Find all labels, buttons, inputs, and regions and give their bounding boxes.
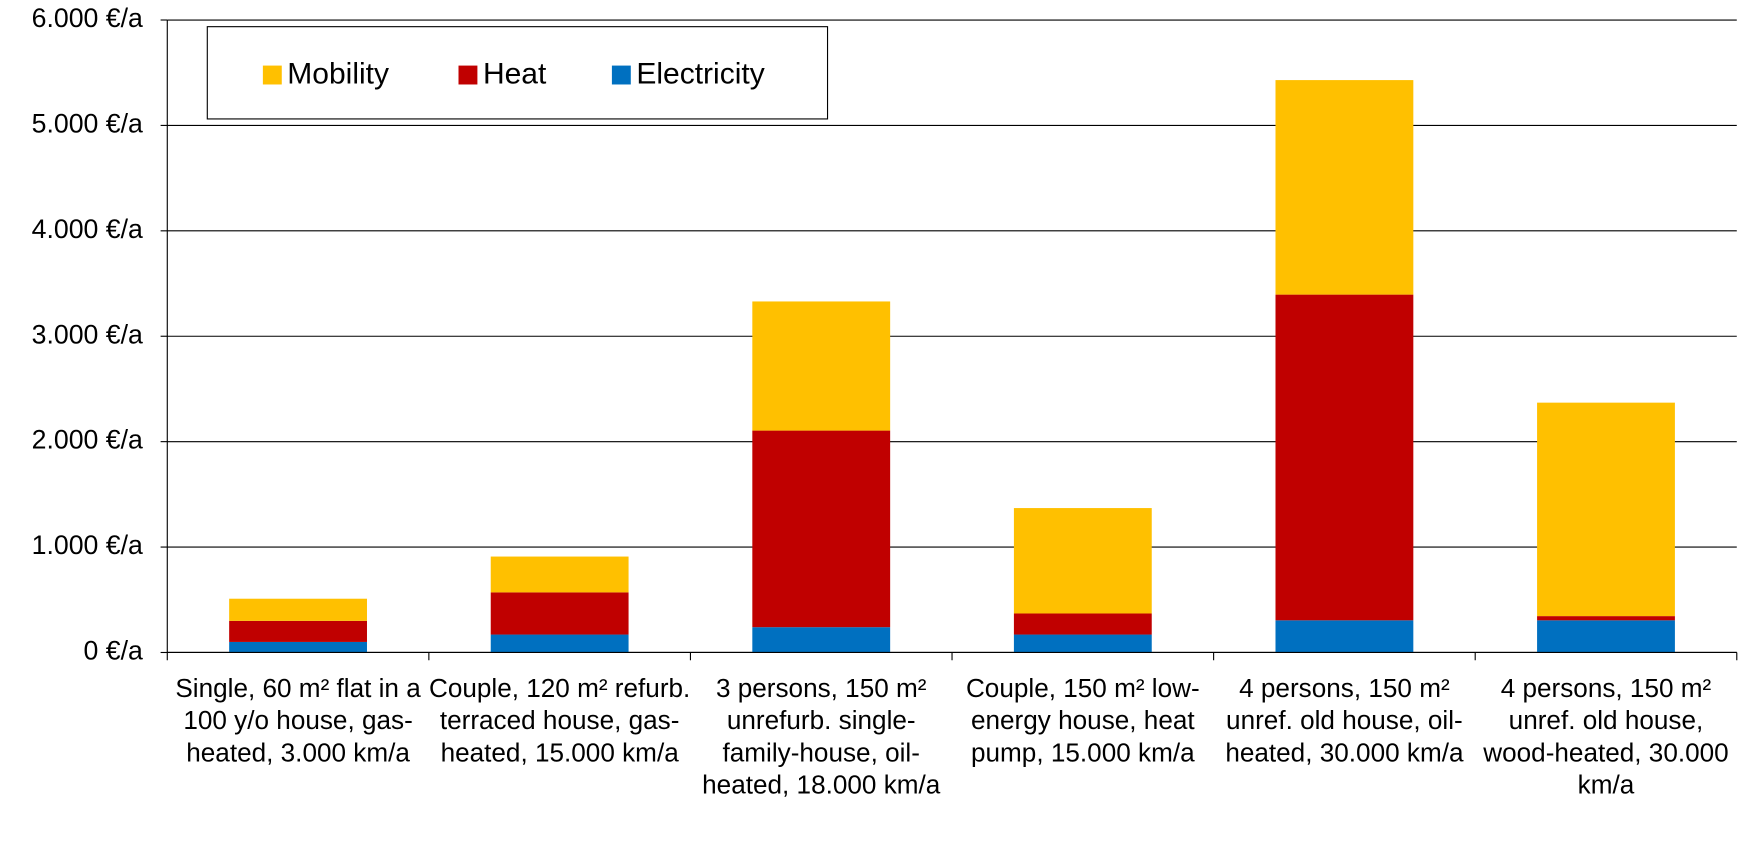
bar-segment (1013, 508, 1152, 614)
bar-segment (490, 592, 629, 635)
bar-segment (229, 598, 367, 621)
legend-box (206, 26, 829, 120)
bar-segment (752, 301, 891, 431)
x-tick-label: 4 persons, 150 m² unref. old house, oil-… (1225, 673, 1464, 767)
bar-segment (752, 627, 891, 653)
legend-label: Heat (483, 58, 547, 91)
y-tick-label: 6.000 €/a (32, 3, 143, 33)
y-tick-label: 5.000 €/a (32, 108, 143, 138)
x-tick-label: 3 persons, 150 m² unrefurb. single-famil… (702, 673, 941, 800)
x-label-box: 3 persons, 150 m² unrefurb. single-famil… (702, 673, 941, 800)
legend-swatch (611, 65, 631, 85)
bar-segment (490, 634, 629, 653)
y-tick-label: 0 €/a (84, 636, 143, 666)
y-tick-label: 3.000 €/a (32, 319, 143, 349)
bar-segment (1275, 620, 1414, 653)
x-tick-label: Couple, 150 m² low-energy house, heat pu… (965, 673, 1200, 767)
bar-segment (1537, 616, 1675, 621)
bar-segment (229, 620, 367, 642)
y-tick-label: 2.000 €/a (32, 425, 143, 455)
bar-segment (490, 556, 629, 593)
bar-segment (229, 641, 367, 653)
bar-segment (1537, 402, 1675, 617)
x-label-box: Couple, 150 m² low-energy house, heat pu… (965, 673, 1200, 767)
bar-segment (752, 430, 891, 628)
x-label-box: 4 persons, 150 m² unref. old house, wood… (1483, 673, 1729, 800)
x-tick-label: Single, 60 m² flat in a 100 y/o house, g… (175, 673, 421, 767)
y-tick-label: 1.000 €/a (32, 530, 143, 560)
x-label-box: 4 persons, 150 m² unref. old house, oil-… (1225, 673, 1464, 767)
legend-swatch (458, 65, 478, 85)
y-tick-label: 4.000 €/a (32, 214, 143, 244)
x-label-box: Couple, 120 m² refurb. terraced house, g… (428, 673, 691, 767)
x-tick-label: Couple, 120 m² refurb. terraced house, g… (428, 673, 691, 767)
legend-swatch (262, 65, 282, 85)
bar-segment (1013, 634, 1152, 653)
legend-label: Mobility (287, 58, 389, 91)
legend-label: Electricity (636, 58, 764, 91)
bar-segment (1013, 613, 1152, 635)
bar-segment (1537, 620, 1675, 653)
x-label-box: Single, 60 m² flat in a 100 y/o house, g… (175, 673, 421, 767)
x-tick-label: 4 persons, 150 m² unref. old house, wood… (1483, 673, 1729, 800)
bar-segment (1275, 294, 1414, 621)
bar-segment (1275, 80, 1414, 295)
